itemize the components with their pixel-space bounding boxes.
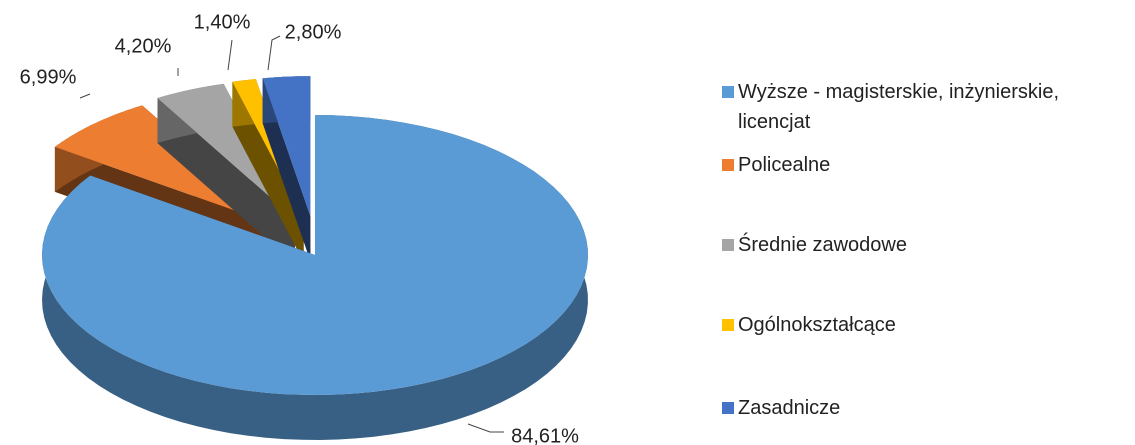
slice-side (262, 78, 311, 262)
chart: 84,61% 6,99% 4,20% 1,40% 2,80% (20, 11, 588, 445)
data-label: 6,99% (20, 66, 77, 88)
data-label: 1,40% (194, 11, 251, 33)
legend-label: Średnie zawodowe (738, 234, 907, 256)
leader-line (267, 35, 281, 71)
data-label: 2,80% (285, 21, 342, 43)
data-label: 4,20% (115, 35, 172, 57)
slice-top (157, 83, 295, 220)
legend-label: Policealne (738, 154, 831, 176)
legend-swatch (722, 402, 734, 414)
slice-top (42, 115, 588, 395)
slice-top (262, 76, 311, 217)
legend-label: Ogólnokształcące (738, 314, 896, 336)
legend-item: Ogólnokształcące (722, 310, 1132, 340)
leader-line (467, 423, 504, 433)
legend-label: Wyższe - magisterskie, inżynierskie, lic… (738, 81, 1060, 133)
leader-line (79, 93, 91, 99)
data-label: 84,61% (511, 425, 579, 445)
slice-side (232, 81, 304, 262)
legend-swatch (722, 239, 734, 251)
slice-side (157, 98, 295, 265)
legend-item: Policealne (722, 150, 1132, 180)
leader-line (227, 39, 233, 71)
legend-item: Wyższe - magisterskie, inżynierskie, lic… (722, 77, 1132, 137)
slice (262, 76, 311, 262)
slice (42, 115, 588, 440)
legend-swatch (722, 159, 734, 171)
legend-swatch (722, 319, 734, 331)
legend-item: Zasadnicze (722, 393, 1132, 423)
legend-label: Zasadnicze (738, 397, 841, 419)
legend-item: Średnie zawodowe (722, 230, 1132, 260)
legend-swatch (722, 86, 734, 98)
